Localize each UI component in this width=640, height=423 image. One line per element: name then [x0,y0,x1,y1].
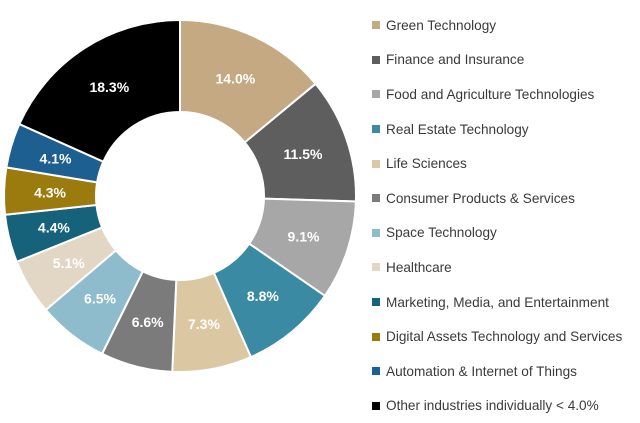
legend-item: Real Estate Technology [372,112,638,147]
legend-item: Digital Assets Technology and Services [372,319,638,354]
slice-data-label: 18.3% [89,79,129,95]
legend-label: Consumer Products & Services [386,190,575,206]
legend-swatch [372,194,380,203]
legend-label: Healthcare [386,259,452,275]
slice-data-label: 4.1% [40,151,72,167]
slice-data-label: 11.5% [284,146,323,162]
slice-data-label: 14.0% [215,70,255,86]
legend-label: Food and Agriculture Technologies [386,86,595,102]
slice-data-label: 8.8% [247,288,279,304]
legend-item: Automation & Internet of Things [372,354,638,389]
legend-swatch [372,159,380,168]
chart-legend: Green Technology Finance and Insurance Foo… [372,8,638,423]
legend-swatch [372,401,380,410]
legend-item: Other industries individually < 4.0% [372,389,638,423]
legend-item: Healthcare [372,250,638,285]
legend-label: Other industries individually < 4.0% [386,398,599,414]
legend-item: Finance and Insurance [372,43,638,78]
slice-data-label: 4.3% [34,184,66,200]
legend-swatch [372,263,380,272]
donut-chart: 14.0% 11.5% 9.1% 8.8% 7.3% 6.6% 6.5% 5.1% 4.4% 4.… [3,18,357,373]
legend-item: Marketing, Media, and Entertainment [372,285,638,320]
legend-label: Green Technology [386,17,497,33]
legend-item: Green Technology [372,8,638,43]
slice-data-label: 9.1% [288,229,320,245]
legend-swatch [372,90,380,99]
legend-label: Finance and Insurance [386,52,525,68]
legend-label: Automation & Internet of Things [386,363,577,379]
legend-label: Digital Assets Technology and Services [386,329,623,345]
legend-item: Food and Agriculture Technologies [372,77,638,112]
legend-swatch [372,21,380,30]
legend-label: Real Estate Technology [386,121,529,137]
legend-swatch [372,125,380,134]
legend-swatch [372,298,380,307]
slice-data-label: 7.3% [188,316,220,332]
legend-item: Consumer Products & Services [372,181,638,216]
legend-label: Life Sciences [386,156,467,172]
legend-label: Space Technology [386,225,497,241]
slice-data-label: 4.4% [38,220,70,236]
legend-swatch [372,55,380,64]
slice-data-label: 5.1% [53,255,85,271]
legend-swatch [372,332,380,341]
donut-slice [18,18,181,163]
slice-data-label: 6.6% [132,314,164,330]
legend-swatch [372,367,380,376]
slice-data-label: 6.5% [84,290,116,306]
legend-label: Marketing, Media, and Entertainment [386,294,609,310]
legend-item: Life Sciences [372,146,638,181]
legend-item: Space Technology [372,216,638,251]
legend-swatch [372,228,380,237]
